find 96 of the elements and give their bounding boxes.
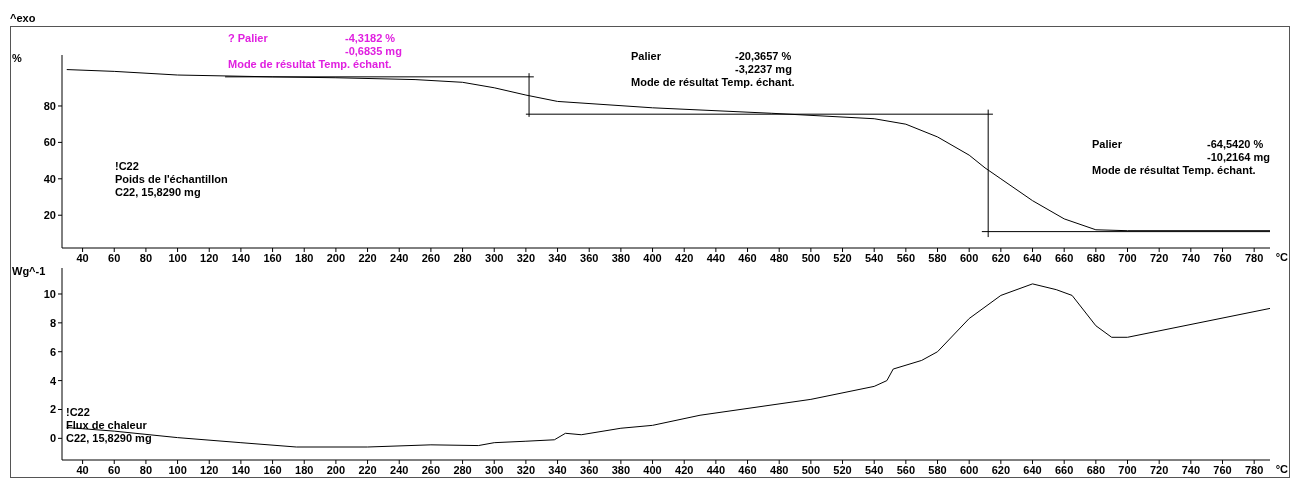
x-tick-label: 100 [168,463,187,476]
x-tick-label: 440 [706,251,726,264]
x-tick-label: 560 [896,251,916,264]
x-tick-label: 500 [801,463,821,476]
x-tick-label: 480 [770,463,789,476]
x-tick-label: 260 [421,251,441,264]
x-tick-label: 780 [1244,463,1264,476]
y-tick-label: 6 [49,345,56,358]
x-tick-label: 620 [991,251,1011,264]
x-tick-label: 120 [200,463,219,476]
x-tick-label: 660 [1055,463,1074,476]
x-tick-label: 240 [390,251,409,264]
x-tick-label: 720 [1149,463,1169,476]
x-tick-label: 280 [453,463,472,476]
x-tick-label: 380 [611,251,631,264]
x-tick-label: 260 [421,463,441,476]
y-tick-label: 2 [49,403,56,416]
x-tick-label: 640 [1023,463,1042,476]
x-tick-label: 340 [548,251,567,264]
y-tick-label: 4 [49,374,57,387]
x-tick-label: 100 [168,251,187,264]
x-tick-label: 660 [1055,251,1074,264]
x-tick-label: 760 [1213,463,1232,476]
x-tick-label: 80 [139,463,153,476]
y-tick-label: 0 [49,432,56,445]
y-tick-label: 40 [43,172,56,185]
x-tick-label: 460 [738,251,757,264]
y-axis-title: % [12,52,22,64]
x-tick-label: 760 [1213,251,1232,264]
x-tick-label: 440 [706,463,726,476]
x-tick-label: 180 [295,251,314,264]
y-tick-label: 8 [49,316,56,329]
x-tick-label: 80 [139,251,153,264]
x-tick-label: 200 [326,463,346,476]
x-tick-label: 140 [231,463,251,476]
x-tick-label: 720 [1149,251,1169,264]
x-tick-label: 680 [1086,463,1106,476]
x-tick-label: 500 [801,251,821,264]
y-tick-label: 10 [43,287,56,300]
y-tick-label: 60 [43,136,56,149]
x-tick-label: 580 [928,463,947,476]
x-tick-label: 400 [643,251,662,264]
x-tick-label: 120 [200,251,219,264]
x-tick-label: 640 [1023,251,1042,264]
x-tick-label: 360 [580,463,599,476]
x-tick-label: 400 [643,463,662,476]
x-tick-label: 200 [326,251,346,264]
x-tick-label: 560 [896,463,916,476]
x-tick-label: 380 [611,463,631,476]
x-tick-label: 140 [231,251,251,264]
text: Palier -20,3657 % -3,2237 mg Mode de résultat Temp. échant. [631,50,795,88]
x-tick-label: 340 [548,463,567,476]
x-tick-label: 480 [770,251,789,264]
x-tick-label: 420 [675,463,694,476]
x-tick-label: 700 [1118,251,1137,264]
x-tick-label: 540 [865,463,884,476]
x-tick-label: 600 [960,251,979,264]
x-tick-label: 420 [675,251,694,264]
x-tick-label: 320 [516,463,536,476]
y-axis-title: Wg^-1 [12,265,46,277]
x-tick-label: 160 [263,463,282,476]
x-tick-label: 40 [76,251,89,264]
x-tick-label: 60 [108,463,121,476]
x-tick-label: 300 [485,251,504,264]
x-tick-label: 460 [738,463,757,476]
x-tick-label: 240 [390,463,409,476]
x-tick-label: 160 [263,251,282,264]
x-tick-label: 700 [1118,463,1137,476]
x-tick-label: 620 [991,463,1011,476]
x-tick-label: 740 [1181,463,1201,476]
x-axis-title: °C [1275,251,1288,263]
x-tick-label: 320 [516,251,536,264]
x-tick-label: 540 [865,251,884,264]
text: Palier -64,5420 % -10,2164 mg Mode de résultat Temp. échant. [1092,138,1270,176]
x-tick-label: 40 [76,463,89,476]
x-tick-label: 740 [1181,251,1201,264]
annotation: !C22 Flux de chaleur C22, 15,8290 mg [66,406,152,445]
x-tick-label: 520 [833,251,852,264]
text: ^exo [10,12,36,25]
x-tick-label: 360 [580,251,599,264]
x-tick-label: 180 [295,463,314,476]
x-tick-label: 60 [108,251,121,264]
x-tick-label: 600 [960,463,979,476]
x-tick-label: 280 [453,251,472,264]
x-tick-label: 520 [833,463,852,476]
y-tick-label: 80 [43,99,56,112]
x-tick-label: 300 [485,463,504,476]
x-tick-label: 780 [1244,251,1264,264]
text: ? Palier -4,3182 % -0,6835 mg Mode de résultat Temp. échant. [228,32,402,70]
x-tick-label: 220 [358,463,377,476]
y-tick-label: 20 [43,209,56,222]
x-tick-label: 680 [1086,251,1106,264]
x-tick-label: 220 [358,251,377,264]
x-tick-label: 580 [928,251,947,264]
annotation: !C22 Poids de l'échantillon C22, 15,8290 mg [115,160,228,199]
x-axis-title: °C [1275,463,1288,475]
